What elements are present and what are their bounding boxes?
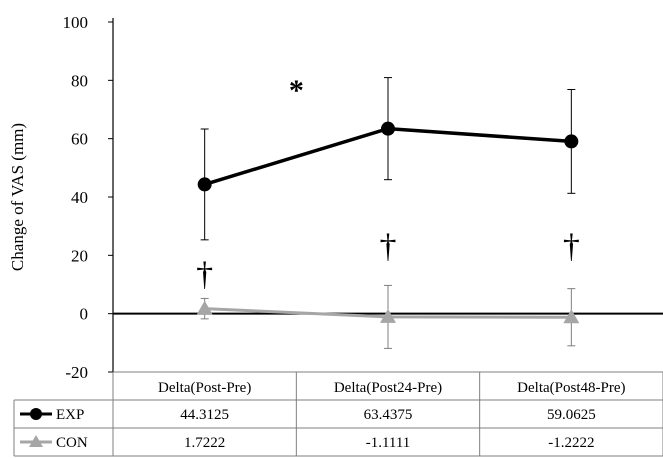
significance-dagger: † bbox=[196, 256, 213, 293]
x-category-label: Delta(Post-Pre) bbox=[158, 380, 251, 396]
data-point-con bbox=[380, 308, 396, 323]
data-point-exp bbox=[197, 177, 212, 192]
legend-marker-exp bbox=[30, 408, 42, 420]
y-tick-label: 20 bbox=[71, 246, 88, 265]
y-tick-label: 100 bbox=[63, 13, 89, 32]
x-category-label: Delta(Post48-Pre) bbox=[517, 380, 625, 396]
significance-asterisk: * bbox=[289, 74, 304, 107]
legend-marker-con bbox=[29, 435, 43, 447]
x-category-label: Delta(Post24-Pre) bbox=[334, 380, 442, 396]
significance-dagger: † bbox=[380, 228, 397, 265]
table-value-exp: 44.3125 bbox=[180, 407, 229, 423]
data-point-exp bbox=[381, 121, 395, 136]
data-point-con bbox=[196, 300, 213, 315]
legend-label-con: CON bbox=[56, 435, 88, 451]
table-value-con: -1.1111 bbox=[366, 435, 411, 451]
table-value-con: -1.2222 bbox=[548, 435, 594, 451]
y-tick-label: 40 bbox=[71, 188, 88, 207]
table-value-con: 1.7222 bbox=[184, 435, 225, 451]
y-tick-label: 80 bbox=[71, 71, 88, 90]
table-value-exp: 63.4375 bbox=[364, 407, 413, 423]
significance-dagger: † bbox=[563, 228, 580, 265]
y-tick-label: 0 bbox=[80, 305, 89, 324]
data-point-exp bbox=[564, 134, 579, 149]
data-point-con bbox=[563, 309, 580, 324]
y-axis-title: Change of VAS (mm) bbox=[8, 123, 27, 271]
y-tick-label: 60 bbox=[71, 130, 88, 149]
legend-label-exp: EXP bbox=[56, 407, 84, 423]
table-value-exp: 59.0625 bbox=[547, 407, 596, 423]
y-tick-label: -20 bbox=[65, 363, 88, 382]
